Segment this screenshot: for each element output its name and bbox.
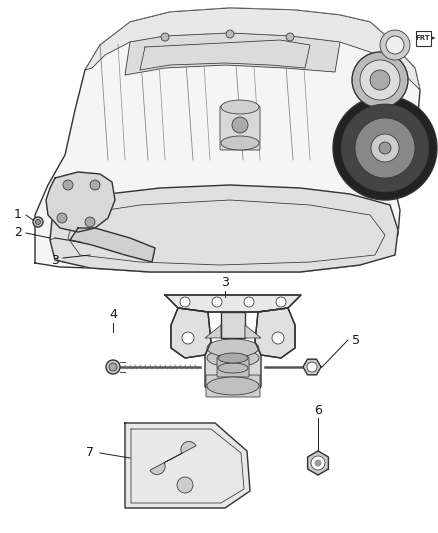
- Ellipse shape: [207, 377, 259, 395]
- FancyBboxPatch shape: [206, 375, 260, 397]
- Polygon shape: [245, 325, 261, 338]
- Polygon shape: [165, 295, 301, 312]
- FancyBboxPatch shape: [217, 357, 249, 377]
- Ellipse shape: [207, 349, 259, 367]
- Text: FRT: FRT: [416, 35, 431, 41]
- Polygon shape: [307, 451, 328, 475]
- FancyBboxPatch shape: [205, 346, 261, 388]
- Text: 5: 5: [352, 334, 360, 346]
- Circle shape: [177, 477, 193, 493]
- Text: 1: 1: [14, 208, 22, 222]
- Ellipse shape: [207, 339, 259, 357]
- Circle shape: [311, 456, 325, 470]
- Circle shape: [379, 142, 391, 154]
- Circle shape: [360, 60, 400, 100]
- Circle shape: [380, 30, 410, 60]
- Polygon shape: [125, 423, 250, 508]
- Circle shape: [352, 52, 408, 108]
- Circle shape: [33, 217, 43, 227]
- Circle shape: [180, 297, 190, 307]
- Text: 4: 4: [109, 309, 117, 321]
- Text: 6: 6: [314, 403, 322, 416]
- Polygon shape: [50, 185, 398, 272]
- Circle shape: [341, 104, 429, 192]
- Circle shape: [85, 217, 95, 227]
- Ellipse shape: [106, 360, 120, 374]
- Circle shape: [90, 180, 100, 190]
- Circle shape: [35, 220, 40, 224]
- Circle shape: [355, 118, 415, 178]
- Circle shape: [386, 36, 404, 54]
- Circle shape: [182, 332, 194, 344]
- Circle shape: [226, 30, 234, 38]
- Polygon shape: [35, 8, 420, 272]
- Polygon shape: [150, 441, 196, 474]
- Circle shape: [370, 70, 390, 90]
- Circle shape: [276, 297, 286, 307]
- Circle shape: [244, 297, 254, 307]
- Ellipse shape: [218, 363, 248, 373]
- Circle shape: [286, 33, 294, 41]
- Polygon shape: [205, 325, 221, 338]
- Text: 2: 2: [14, 227, 22, 239]
- Polygon shape: [171, 308, 211, 358]
- Polygon shape: [85, 8, 420, 90]
- Polygon shape: [303, 359, 321, 375]
- Text: 7: 7: [86, 447, 94, 459]
- Ellipse shape: [218, 353, 248, 363]
- Ellipse shape: [109, 363, 117, 371]
- FancyBboxPatch shape: [416, 30, 431, 45]
- Circle shape: [314, 459, 321, 466]
- Circle shape: [57, 213, 67, 223]
- Circle shape: [333, 96, 437, 200]
- Circle shape: [232, 117, 248, 133]
- Polygon shape: [221, 312, 245, 338]
- Polygon shape: [255, 308, 295, 358]
- Circle shape: [212, 297, 222, 307]
- Circle shape: [63, 180, 73, 190]
- Circle shape: [371, 134, 399, 162]
- Text: 3: 3: [51, 254, 59, 266]
- Text: 3: 3: [221, 277, 229, 289]
- Circle shape: [161, 33, 169, 41]
- Polygon shape: [70, 228, 155, 262]
- Ellipse shape: [221, 100, 259, 114]
- FancyBboxPatch shape: [220, 106, 260, 150]
- Circle shape: [307, 362, 317, 372]
- Polygon shape: [46, 172, 115, 232]
- Polygon shape: [125, 33, 340, 75]
- Ellipse shape: [221, 136, 259, 150]
- Circle shape: [272, 332, 284, 344]
